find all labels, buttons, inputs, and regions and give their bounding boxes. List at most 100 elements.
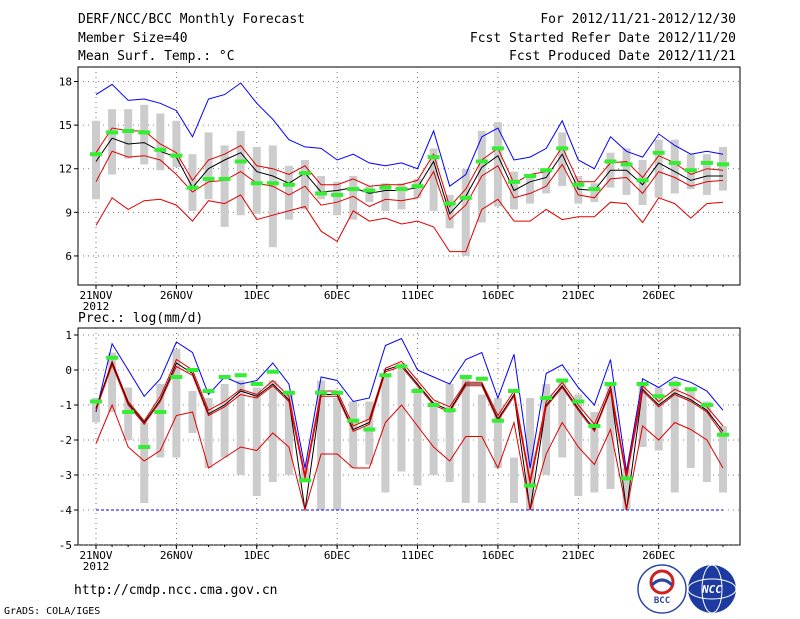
temp-spread-box — [670, 139, 679, 194]
temp-obs-marker — [443, 201, 456, 206]
prec-obs-marker — [170, 375, 183, 379]
temp-series-min-line — [95, 194, 724, 253]
forecast-period-label: For 2012/11/21-2012/12/30 — [540, 12, 736, 27]
temp-spread-box — [381, 183, 390, 211]
prec-obs-marker — [154, 410, 167, 414]
temp-spread-box — [638, 160, 647, 206]
temp-spread-box — [188, 154, 197, 211]
prec-obs-marker — [540, 396, 553, 400]
prec-obs-marker — [122, 410, 135, 414]
temp-spread-box — [702, 154, 711, 195]
temp-spread-box — [654, 139, 663, 198]
prec-x-tick-label: 16DEC — [481, 549, 514, 562]
temp-obs-marker — [572, 182, 585, 187]
prec-obs-marker — [282, 390, 295, 395]
prec-spread-box — [477, 394, 486, 503]
prec-x-tick-label: 26DEC — [642, 549, 675, 562]
prec-spread-box — [493, 398, 502, 468]
prec-obs-marker — [475, 376, 488, 381]
temp-y-tick-label: 12 — [59, 163, 72, 176]
temp-obs-marker — [604, 159, 617, 164]
prec-spread-box — [510, 457, 518, 503]
prec-spread-box — [381, 373, 390, 493]
prec-spread-box — [702, 401, 711, 482]
temp-obs-marker — [427, 155, 440, 160]
prec-obs-marker — [588, 424, 601, 428]
footer-url[interactable]: http://cmdp.ncc.cma.gov.cn — [74, 583, 278, 598]
prec-spread-box — [204, 398, 213, 468]
temp-x-tick-label: 6DEC — [324, 289, 351, 302]
prec-spread-box — [349, 401, 358, 468]
temp-obs-marker — [90, 152, 102, 157]
temp-obs-marker — [315, 191, 328, 196]
forecast-start-date-label: Fcst Started Refer Date 2012/11/20 — [469, 31, 736, 46]
temp-spread-box — [558, 132, 567, 187]
temp-obs-marker — [234, 159, 247, 164]
prec-spread-box — [526, 398, 535, 510]
prec-obs-marker — [459, 375, 472, 379]
temp-obs-marker — [395, 187, 408, 192]
temp-obs-marker — [299, 171, 311, 176]
prec-y-tick-label: -1 — [59, 399, 72, 412]
temp-spread-box — [574, 176, 583, 204]
temp-obs-marker — [508, 179, 520, 184]
prec-spread-box — [108, 352, 117, 412]
prec-spread-box — [365, 401, 374, 465]
prec-obs-marker — [524, 483, 537, 488]
temp-y-tick-label: 9 — [65, 206, 72, 219]
prec-obs-marker — [411, 389, 424, 393]
prec-spread-box — [317, 380, 326, 510]
temp-spread-box — [445, 194, 454, 229]
prec-obs-marker — [491, 418, 504, 423]
temp-spread-box — [333, 181, 342, 216]
temp-obs-marker — [475, 159, 488, 164]
temp-obs-marker — [556, 146, 569, 151]
temp-obs-marker — [347, 187, 360, 192]
prec-series-mean-line — [95, 361, 724, 511]
temp-obs-marker — [186, 185, 199, 190]
prec-spread-box — [413, 387, 422, 486]
prec-obs-marker — [218, 375, 231, 379]
prec-spread-box — [156, 384, 165, 458]
prec-obs-marker — [700, 403, 713, 407]
prec-spread-box — [429, 401, 438, 475]
temp-spread-box — [493, 122, 502, 207]
prec-obs-marker — [250, 382, 263, 386]
prec-obs-marker — [556, 378, 569, 383]
temp-x-tick-label: 16DEC — [481, 289, 514, 302]
prec-obs-marker — [202, 389, 215, 393]
temp-x-tick-label: 21NOV — [79, 289, 112, 302]
temp-spread-box — [220, 145, 229, 227]
prec-obs-marker — [299, 478, 311, 483]
prec-obs-marker — [717, 432, 729, 437]
temp-obs-marker — [700, 160, 713, 165]
temp-obs-marker — [250, 181, 263, 186]
temp-spread-box — [124, 109, 133, 159]
temp-obs-marker — [588, 187, 601, 192]
temp-spread-box — [284, 165, 293, 220]
temp-y-tick-label: 15 — [59, 119, 72, 132]
temp-obs-marker — [652, 150, 665, 155]
temp-obs-marker — [411, 184, 424, 189]
temp-obs-marker — [668, 160, 681, 165]
temp-spread-box — [268, 145, 277, 248]
prec-obs-marker — [363, 427, 376, 432]
prec-obs-marker — [186, 368, 199, 372]
temp-spread-box — [542, 168, 551, 194]
temp-spread-box — [719, 146, 727, 191]
temp-x-tick-label: 11DEC — [401, 289, 434, 302]
prec-spread-box — [445, 384, 454, 482]
prec-spread-box — [172, 349, 181, 458]
temp-obs-marker — [282, 182, 295, 187]
prec-obs-marker — [572, 399, 585, 404]
prec-spread-box — [719, 426, 727, 493]
temp-spread-box — [301, 160, 309, 210]
temp-spread-box — [252, 146, 261, 214]
prec-spread-box — [654, 387, 663, 451]
temp-obs-marker — [331, 192, 344, 197]
temp-obs-marker — [717, 162, 729, 167]
temp-obs-marker — [540, 168, 553, 173]
prec-obs-marker — [266, 369, 279, 374]
